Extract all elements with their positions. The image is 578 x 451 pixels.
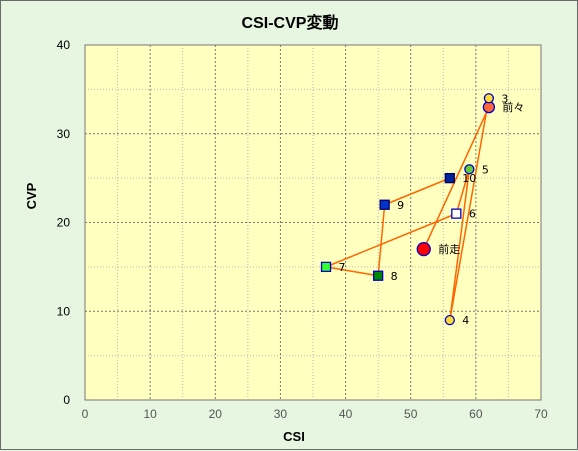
connector-line (449, 169, 471, 321)
y-tick-label: 30 (57, 127, 71, 141)
connector-line (384, 177, 451, 206)
y-tick-label: 20 (57, 216, 71, 230)
connector-line (449, 98, 490, 321)
connector-lines (325, 98, 490, 321)
point-label: 前々 (502, 100, 524, 114)
point-label: 8 (391, 270, 398, 283)
y-tick-label: 0 (63, 393, 70, 407)
x-tick-label: 0 (82, 407, 89, 421)
connector-line (423, 106, 490, 250)
x-axis-label: CSI (283, 429, 305, 444)
point-marker (483, 93, 495, 104)
point-label: 6 (469, 208, 476, 221)
x-tick-label: 30 (274, 407, 288, 421)
point-label: 5 (482, 163, 489, 176)
x-tick-label: 50 (404, 407, 418, 421)
x-tick-label: 20 (209, 407, 223, 421)
y-axis-label: CVP (24, 182, 39, 209)
point-marker (320, 261, 332, 273)
connector-line (325, 266, 379, 277)
point-marker (451, 208, 462, 219)
x-tick-label: 60 (469, 407, 483, 421)
axis-ticks: 0 10 20 30 40 50 60 70 0 10 20 30 40 (57, 38, 548, 421)
point-marker (444, 314, 455, 326)
point-label: 前走 (438, 242, 460, 256)
connector-line (455, 169, 471, 214)
point-label: 3 (501, 92, 508, 105)
point-label: 7 (339, 261, 346, 274)
grid-lines (85, 45, 541, 400)
point-marker (416, 241, 431, 257)
connector-line (377, 204, 386, 276)
y-tick-label: 40 (57, 38, 71, 52)
point-label: 4 (462, 314, 469, 327)
point-marker (379, 199, 390, 210)
y-tick-label: 10 (57, 304, 71, 318)
x-tick-label: 40 (339, 407, 353, 421)
chart-title: CSI-CVP変動 (242, 13, 339, 32)
data-points: 前走 前々3 4 5 6 7 8 9 10 (320, 92, 524, 327)
connector-line (325, 212, 457, 268)
x-tick-label: 70 (534, 407, 548, 421)
point-label: 9 (397, 199, 404, 212)
point-marker (372, 270, 384, 281)
point-label: 10 (462, 172, 476, 185)
point-marker (444, 172, 455, 184)
point-marker (464, 164, 475, 175)
x-tick-label: 10 (143, 407, 157, 421)
